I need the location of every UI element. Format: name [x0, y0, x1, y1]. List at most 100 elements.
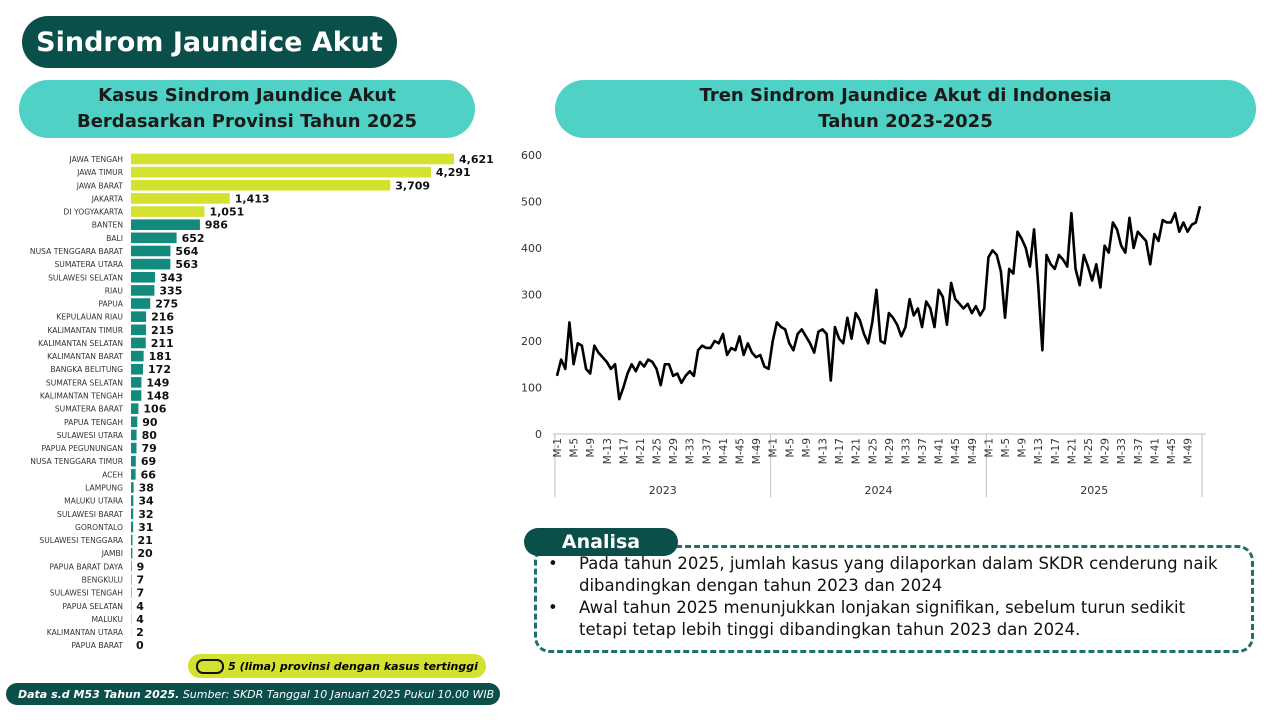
value-label: 986	[205, 219, 228, 232]
bar	[131, 298, 151, 309]
category-label: JAWA BARAT	[76, 181, 124, 190]
y-tick-label: 300	[521, 289, 542, 302]
x-tick-label: M-45	[735, 438, 747, 464]
x-tick-label: M-33	[900, 438, 912, 464]
x-tick-label: M-1	[768, 438, 780, 458]
category-label: BANGKA BELITUNG	[50, 365, 123, 374]
x-tick-label: M-5	[784, 438, 796, 458]
x-tick-label: M-25	[652, 438, 664, 464]
x-tick-label: M-17	[834, 438, 846, 464]
bar	[131, 416, 138, 428]
value-label: 1,413	[235, 192, 270, 205]
x-tick-label: M-49	[1183, 438, 1195, 464]
value-label: 215	[151, 324, 174, 337]
category-label: PAPUA BARAT DAYA	[49, 562, 123, 571]
category-label: JAMBI	[101, 549, 123, 558]
value-label: 7	[136, 573, 144, 586]
bar	[131, 508, 134, 520]
x-tick-label: M-21	[635, 438, 647, 464]
bar	[131, 324, 147, 336]
value-label: 211	[151, 337, 174, 350]
bar	[131, 521, 134, 533]
value-label: 69	[141, 455, 156, 468]
bar	[131, 271, 155, 283]
category-label: SULAWESI SELATAN	[48, 273, 123, 282]
bar	[131, 179, 391, 191]
category-label: ACEH	[102, 470, 123, 479]
category-label: SUMATERA UTARA	[54, 260, 123, 269]
x-tick-label: M-9	[1017, 438, 1029, 458]
value-label: 79	[142, 442, 157, 455]
value-label: 31	[138, 521, 153, 534]
group-label: 2025	[1080, 484, 1108, 497]
bar	[131, 193, 230, 204]
bar	[131, 153, 454, 165]
bar	[131, 469, 136, 480]
category-label: KEPULAUAN RIAU	[56, 313, 123, 322]
bar	[131, 285, 155, 296]
analysis-box	[534, 545, 1254, 653]
y-tick-label: 200	[521, 335, 542, 348]
x-tick-label: M-29	[668, 438, 680, 464]
value-label: 80	[142, 429, 158, 442]
footer: Data s.d M53 Tahun 2025. Sumber: SKDR Ta…	[6, 683, 500, 705]
footer-bold: Data s.d M53 Tahun 2025.	[18, 687, 180, 701]
analysis-list: Pada tahun 2025, jumlah kasus yang dilap…	[548, 553, 1238, 641]
value-label: 4	[136, 613, 144, 626]
bar	[131, 219, 200, 230]
value-label: 3,709	[395, 179, 430, 192]
value-label: 90	[142, 416, 158, 429]
x-tick-label: M-5	[569, 438, 581, 458]
analysis-bullet: Pada tahun 2025, jumlah kasus yang dilap…	[548, 553, 1238, 597]
x-tick-label: M-13	[602, 438, 614, 464]
x-tick-label: M-21	[1066, 438, 1078, 464]
value-label: 4,291	[436, 166, 471, 179]
legend: 5 (lima) provinsi dengan kasus tertinggi	[188, 654, 486, 678]
category-label: SULAWESI BARAT	[57, 510, 123, 519]
x-tick-label: M-17	[618, 438, 630, 464]
category-label: MALUKU UTARA	[64, 497, 124, 506]
y-tick-label: 400	[521, 242, 542, 255]
bar	[131, 455, 136, 467]
y-tick-label: 100	[521, 382, 542, 395]
category-label: PAPUA PEGUNUNGAN	[41, 444, 123, 453]
value-label: 564	[175, 245, 198, 258]
category-label: SULAWESI TENGAH	[50, 589, 123, 598]
x-tick-label: M-1	[552, 438, 564, 458]
category-label: PAPUA SELATAN	[62, 602, 123, 611]
analysis-title: Analisa	[524, 528, 678, 556]
category-label: PAPUA BARAT	[71, 641, 123, 650]
slide-title: Sindrom Jaundice Akut	[22, 16, 397, 68]
category-label: PAPUA TENGAH	[64, 418, 123, 427]
category-label: KALIMANTAN TENGAH	[40, 392, 123, 401]
x-tick-label: M-49	[751, 438, 763, 464]
value-label: 149	[146, 376, 169, 389]
category-label: DI YOGYAKARTA	[64, 208, 124, 217]
group-label: 2024	[865, 484, 893, 497]
category-label: KALIMANTAN SELATAN	[38, 339, 123, 348]
bar	[131, 311, 147, 322]
x-tick-label: M-13	[1033, 438, 1045, 464]
category-label: PAPUA	[98, 300, 123, 309]
category-label: BALI	[106, 234, 123, 243]
bar	[131, 258, 171, 270]
bar	[131, 350, 144, 362]
category-label: KALIMANTAN UTARA	[47, 628, 124, 637]
category-label: SUMATERA BARAT	[55, 405, 124, 414]
y-tick-label: 600	[521, 149, 542, 162]
x-tick-label: M-41	[934, 438, 946, 464]
x-tick-label: M-41	[1149, 438, 1161, 464]
bar	[131, 232, 177, 244]
category-label: JAKARTA	[91, 194, 124, 203]
bar	[131, 561, 132, 572]
x-tick-label: M-49	[967, 438, 979, 464]
category-label: SULAWESI UTARA	[57, 431, 124, 440]
value-label: 4	[136, 600, 144, 613]
value-label: 0	[136, 639, 144, 652]
category-label: RIAU	[105, 286, 123, 295]
x-tick-label: M-9	[585, 438, 597, 458]
x-tick-label: M-33	[685, 438, 697, 464]
bar	[131, 337, 146, 349]
title-line: Tren Sindrom Jaundice Akut di Indonesia	[699, 85, 1112, 106]
